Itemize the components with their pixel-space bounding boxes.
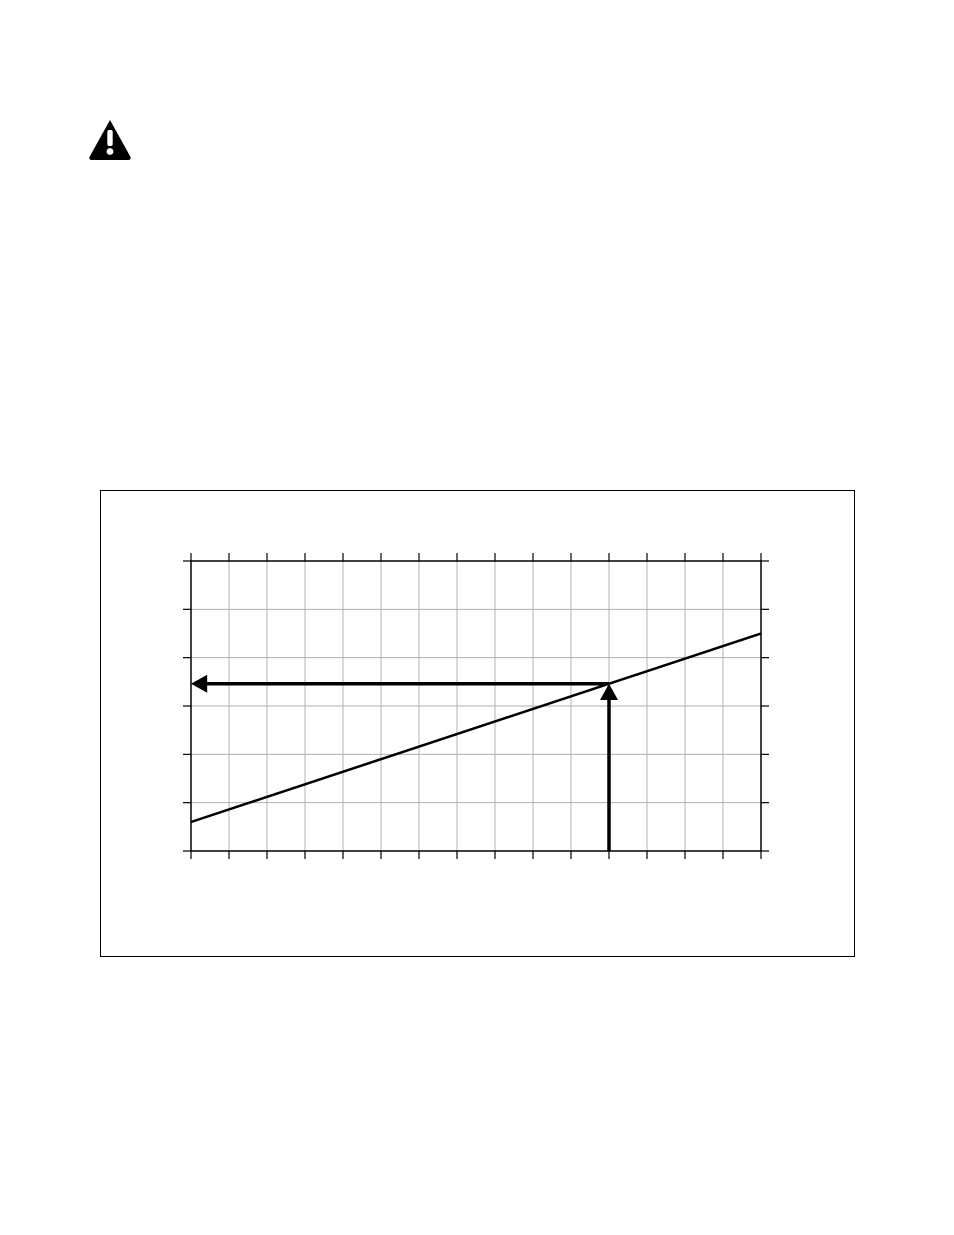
chart-frame bbox=[100, 490, 855, 957]
chart-svg bbox=[101, 491, 854, 956]
page bbox=[0, 0, 954, 1235]
warning-triangle-icon bbox=[88, 118, 132, 162]
